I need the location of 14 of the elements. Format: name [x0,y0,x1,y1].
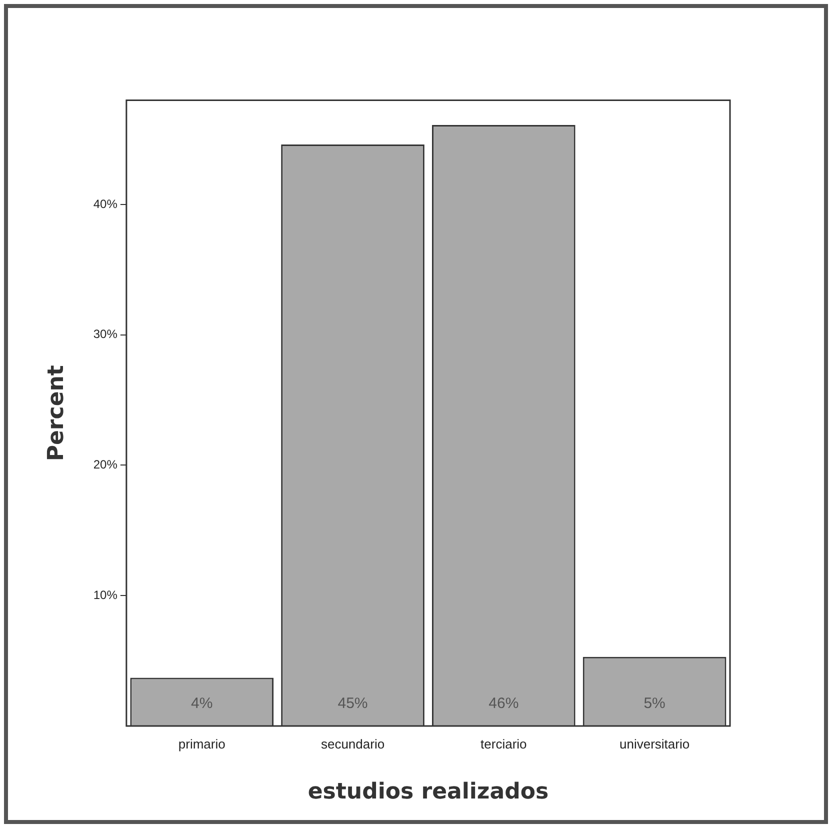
x-tick-label: universitario [620,736,690,752]
data-label: 5% [644,695,666,712]
data-label: 46% [488,695,519,712]
y-tick-label: 10% [93,588,118,602]
y-tick-label: 40% [93,196,118,211]
data-label: 45% [338,695,368,712]
x-tick-label: terciario [480,736,527,752]
x-axis-title: estudios realizados [308,780,549,805]
data-label: 4% [191,695,213,712]
x-tick-label: primario [178,736,226,752]
y-axis-title: Percent [44,364,69,462]
x-tick-label: secundario [320,736,385,752]
y-tick-label: 30% [93,327,118,342]
y-tick-label: 20% [93,458,118,472]
